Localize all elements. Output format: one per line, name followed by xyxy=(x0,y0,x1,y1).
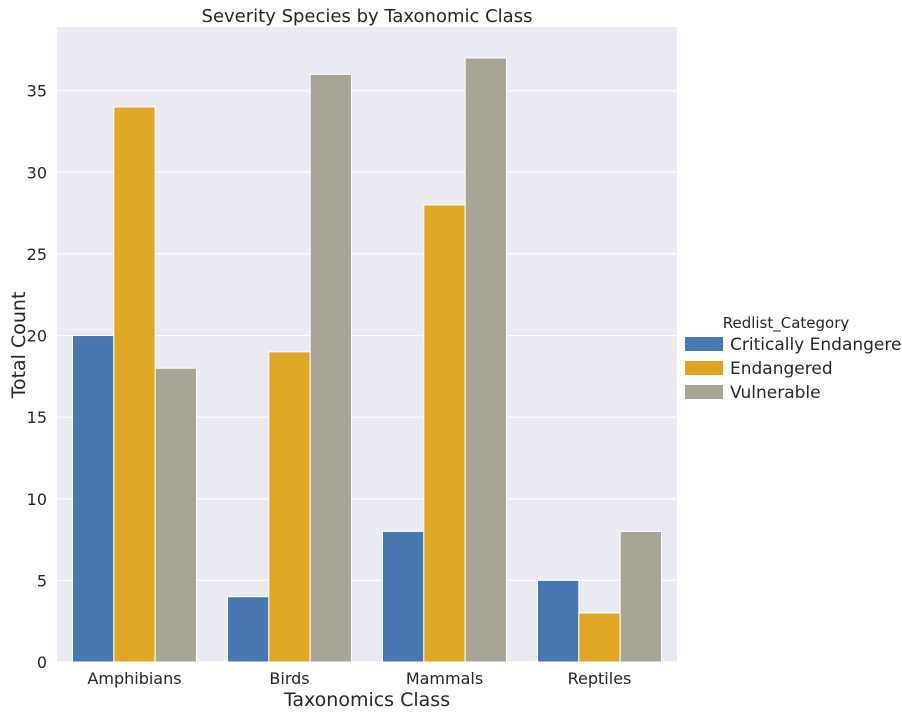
legend-swatch xyxy=(685,385,723,399)
bar xyxy=(72,335,115,663)
bar xyxy=(382,530,425,663)
y-axis-label: Total Count xyxy=(8,292,30,400)
x-tick-label: Reptiles xyxy=(568,669,632,688)
y-tick-label: 15 xyxy=(27,408,47,427)
bar xyxy=(537,579,580,663)
y-tick-label: 35 xyxy=(27,82,47,101)
x-tick-labels: Amphibians Birds Mammals Reptiles xyxy=(87,669,631,688)
legend-label: Endangered xyxy=(730,359,833,379)
x-tick-label: Mammals xyxy=(406,669,483,688)
bar xyxy=(268,351,311,663)
y-tick-labels: 0 5 10 15 20 25 30 35 xyxy=(27,82,47,672)
bar xyxy=(227,596,270,663)
y-tick-label: 10 xyxy=(27,490,47,509)
legend: Redlist_Category Critically Endangered En… xyxy=(685,314,902,403)
bar xyxy=(464,57,507,663)
bar xyxy=(423,204,466,663)
bar xyxy=(309,73,352,663)
legend-label: Critically Endangered xyxy=(730,335,902,355)
legend-label: Vulnerable xyxy=(730,383,821,403)
x-axis-label: Taxonomics Class xyxy=(283,689,450,711)
x-tick-label: Birds xyxy=(269,669,309,688)
y-tick-label: 25 xyxy=(27,245,47,264)
y-tick-label: 0 xyxy=(37,653,47,672)
legend-swatch xyxy=(685,337,723,351)
y-tick-label: 5 xyxy=(37,571,47,590)
legend-swatch xyxy=(685,361,723,375)
legend-items: Critically Endangered Endangered Vulnerabl… xyxy=(685,335,902,403)
legend-title: Redlist_Category xyxy=(723,314,850,333)
bar xyxy=(113,106,156,663)
x-tick-label: Amphibians xyxy=(87,669,181,688)
bar xyxy=(154,367,198,663)
y-tick-label: 20 xyxy=(27,327,47,346)
y-tick-label: 30 xyxy=(27,163,47,182)
bar xyxy=(619,530,663,663)
chart-title: Severity Species by Taxonomic Class xyxy=(202,6,533,27)
bars xyxy=(72,57,663,663)
bar xyxy=(578,612,621,663)
